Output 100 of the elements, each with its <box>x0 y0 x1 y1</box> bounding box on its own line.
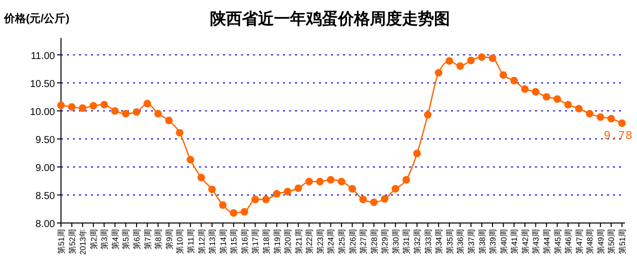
x-tick-label: 第38周 <box>478 229 487 254</box>
point <box>240 208 248 216</box>
x-tick-label: 第51周 <box>57 229 66 254</box>
x-tick-label: 第17周 <box>251 229 260 254</box>
point <box>122 110 130 118</box>
x-tick-label: 第45周 <box>553 229 562 254</box>
point <box>348 185 356 193</box>
x-tick-label: 2013年 <box>78 229 88 255</box>
x-tick-label: 第10周 <box>176 229 185 254</box>
x-tick-label: 第31周 <box>402 229 412 254</box>
x-tick-label: 第47周 <box>574 229 584 254</box>
point <box>359 196 367 204</box>
point <box>230 209 238 217</box>
x-tick-label: 第9周 <box>164 229 174 250</box>
point <box>392 185 400 193</box>
point <box>402 176 410 184</box>
point <box>500 71 508 79</box>
x-tick-label: 第16周 <box>240 229 250 254</box>
x-tick-label: 第25周 <box>338 229 346 254</box>
x-tick-label: 第11周 <box>186 229 196 254</box>
point <box>100 100 108 109</box>
x-tick-label: 第43周 <box>532 229 541 254</box>
point <box>57 101 65 110</box>
y-tick-label: 11.00 <box>30 50 56 62</box>
x-tick-label: 第48周 <box>586 229 595 254</box>
x-tick-label: 第44周 <box>542 229 552 254</box>
x-tick-label: 第37周 <box>466 229 476 254</box>
point <box>219 201 227 209</box>
point <box>176 128 184 137</box>
point <box>284 188 292 196</box>
x-tick-label: 第42周 <box>520 229 530 254</box>
x-tick-label: 第28周 <box>370 229 379 254</box>
point <box>521 85 529 93</box>
x-tick-label: 第18周 <box>262 229 271 254</box>
x-tick-label: 第14周 <box>218 229 228 254</box>
x-tick-label: 第7周 <box>143 229 152 250</box>
point <box>564 100 572 109</box>
x-tick-label: 第3周 <box>100 229 110 250</box>
point <box>272 190 281 198</box>
point <box>90 102 98 110</box>
point <box>144 100 152 108</box>
point <box>380 195 388 203</box>
point <box>262 196 270 204</box>
x-tick-label: 第5周 <box>122 229 131 250</box>
y-tick-label: 8.50 <box>36 190 56 202</box>
x-tick-label: 第4周 <box>110 229 120 250</box>
x-tick-label: 第30周 <box>391 229 400 254</box>
x-tick-label: 第24周 <box>326 229 336 254</box>
data-label: 9.78 <box>604 129 632 144</box>
point <box>434 68 442 77</box>
point <box>132 108 140 116</box>
point <box>111 107 119 115</box>
x-tick-label: 第21周 <box>294 229 304 254</box>
point <box>586 110 594 118</box>
x-tick-label: 第19周 <box>272 229 282 254</box>
point <box>456 62 464 70</box>
y-tick-label: 10.00 <box>30 106 56 118</box>
x-tick-label: 第12周 <box>197 229 206 254</box>
x-tick-label: 第13周 <box>208 229 218 254</box>
chart-title: 陕西省近一年鸡蛋价格周度走势图 <box>210 9 450 28</box>
x-tick-label: 第23周 <box>316 229 325 254</box>
x-tick-label: 第15周 <box>230 229 239 254</box>
point <box>186 156 194 164</box>
y-axis-title: 价格(元/公斤) <box>3 12 70 25</box>
point <box>208 186 216 194</box>
x-tick-label: 第52周 <box>68 229 77 254</box>
point <box>510 76 518 84</box>
x-tick-label: 第50周 <box>607 229 616 254</box>
point <box>467 56 475 64</box>
point <box>251 196 259 204</box>
point <box>197 174 206 182</box>
point <box>305 178 313 186</box>
point <box>446 57 454 65</box>
x-tick-label: 第41周 <box>510 229 520 254</box>
x-tick-label: 第34周 <box>434 229 444 254</box>
point <box>154 110 162 118</box>
point <box>478 53 486 61</box>
point <box>316 178 324 186</box>
point <box>78 104 86 112</box>
x-tick-label: 第36周 <box>456 229 466 254</box>
x-tick-label: 第22周 <box>305 229 314 254</box>
x-tick-label: 第40周 <box>499 229 508 254</box>
x-tick-label: 第51周 <box>618 229 627 254</box>
point <box>413 150 421 158</box>
x-tick-label: 第8周 <box>154 229 164 250</box>
point <box>68 103 76 111</box>
x-tick-label: 第39周 <box>488 229 498 254</box>
point <box>294 184 302 192</box>
x-tick-label: 第6周 <box>132 229 142 250</box>
point <box>575 104 583 112</box>
y-tick-label: 9.00 <box>36 162 56 174</box>
point <box>326 176 335 184</box>
point <box>370 198 378 206</box>
x-tick-label: 第32周 <box>413 229 422 254</box>
x-tick-label: 第49周 <box>596 229 606 254</box>
point <box>553 95 562 103</box>
x-tick-label: 第46周 <box>564 229 574 254</box>
point <box>607 114 616 123</box>
point <box>165 116 173 124</box>
point <box>542 93 550 101</box>
